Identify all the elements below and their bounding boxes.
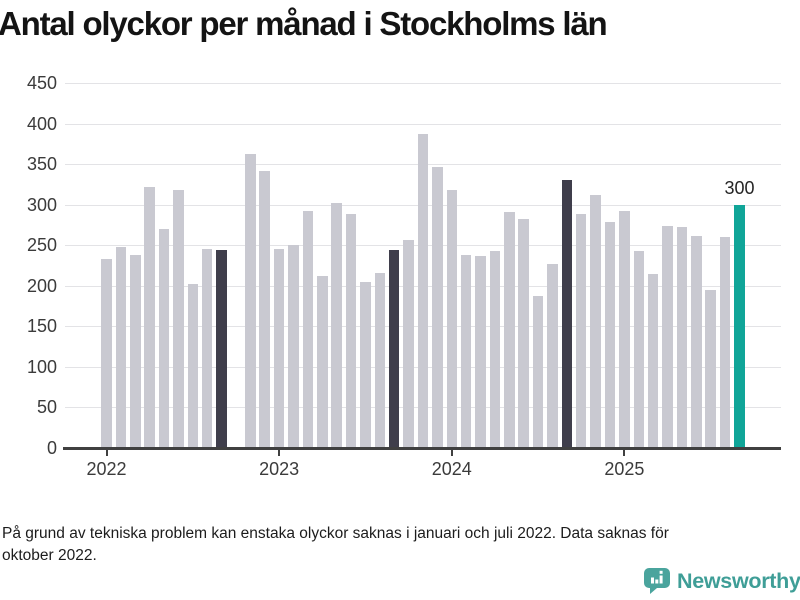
bar-2025-02 (633, 250, 645, 448)
chart-title: Antal olyckor per månad i Stockholms län (0, 5, 608, 42)
value-label: 300 (724, 177, 755, 198)
bar-2025-08 (719, 237, 731, 448)
bar-2023-12 (432, 166, 443, 448)
bar-2022-12 (259, 171, 270, 448)
bar-2022-03 (130, 254, 141, 448)
bar-2022-02 (115, 246, 127, 448)
footnote: På grund av tekniska problem kan enstaka… (2, 525, 669, 564)
bar-2023-06 (345, 214, 357, 448)
bar-2022-01 (101, 259, 112, 448)
bar-2022-06 (173, 190, 184, 448)
bar-2023-11 (417, 134, 429, 448)
x-tick-label: 2025 (604, 459, 645, 479)
bar-2024-05 (504, 211, 515, 448)
bar-2024-08 (547, 263, 558, 448)
gridline (65, 123, 781, 125)
bar-2024-11 (590, 194, 601, 448)
bar-2025-06 (691, 236, 702, 448)
y-tick-label: 400 (26, 113, 57, 134)
newsworthy-logo[interactable]: Newsworthy (643, 567, 800, 595)
chart: 0 50 100 150 200 250 300 350 400 450 2022 2023 2024 2… (26, 73, 781, 479)
x-tick (623, 450, 626, 456)
y-tick-label: 450 (26, 73, 57, 93)
x-axis (63, 447, 781, 450)
y-tick-label: 100 (26, 356, 57, 377)
y-tick-label: 350 (26, 154, 57, 175)
bar-2024-01 (446, 190, 457, 448)
y-tick-label: 0 (46, 438, 57, 458)
y-tick-label: 50 (36, 397, 57, 418)
x-tick (105, 450, 108, 456)
y-tick-label: 200 (26, 275, 57, 296)
bar-2025-03 (647, 274, 659, 448)
bar-2023-10 (403, 240, 414, 448)
x-tick-label: 2022 (86, 459, 127, 479)
bar-2023-07 (360, 281, 371, 448)
x-tick-label: 2024 (431, 459, 472, 479)
bar-2022-04 (144, 186, 155, 448)
gridline (65, 83, 781, 84)
bar-2023-08 (374, 272, 386, 448)
newsworthy-logo-text: Newsworthy (677, 568, 800, 593)
bar-2024-07 (532, 295, 544, 448)
bar-2025-04 (662, 225, 673, 448)
bar-2025-07 (705, 289, 716, 448)
bar-2024-10 (575, 213, 587, 448)
y-tick-label: 300 (26, 194, 57, 215)
newsworthy-logo-icon (643, 567, 671, 595)
bar-2025-05 (676, 227, 688, 448)
bar-2025-09 (734, 204, 745, 448)
x-tick (450, 450, 453, 456)
bar-2023-09 (388, 250, 400, 448)
bar-2024-12 (604, 221, 616, 448)
bar-2024-04 (489, 250, 501, 448)
bar-2023-02 (288, 245, 299, 448)
bar-2025-01 (619, 211, 630, 448)
bar-2022-08 (201, 249, 213, 448)
bar-2024-03 (475, 255, 486, 448)
x-tick (278, 450, 281, 456)
bar-2022-05 (158, 229, 170, 448)
bar-2022-11 (245, 154, 256, 448)
y-tick-label: 250 (26, 235, 57, 256)
bar-2022-09 (216, 250, 227, 448)
bar-2024-02 (460, 254, 472, 448)
bar-2023-01 (273, 249, 285, 448)
x-tick-label: 2023 (259, 459, 300, 479)
y-tick-label: 150 (26, 316, 57, 337)
bar-2024-06 (518, 219, 529, 448)
bar-2022-07 (187, 284, 199, 448)
bar-2023-03 (302, 211, 314, 448)
bar-2023-04 (317, 276, 328, 448)
bar-2023-05 (331, 203, 342, 448)
bar-2024-09 (561, 179, 573, 448)
